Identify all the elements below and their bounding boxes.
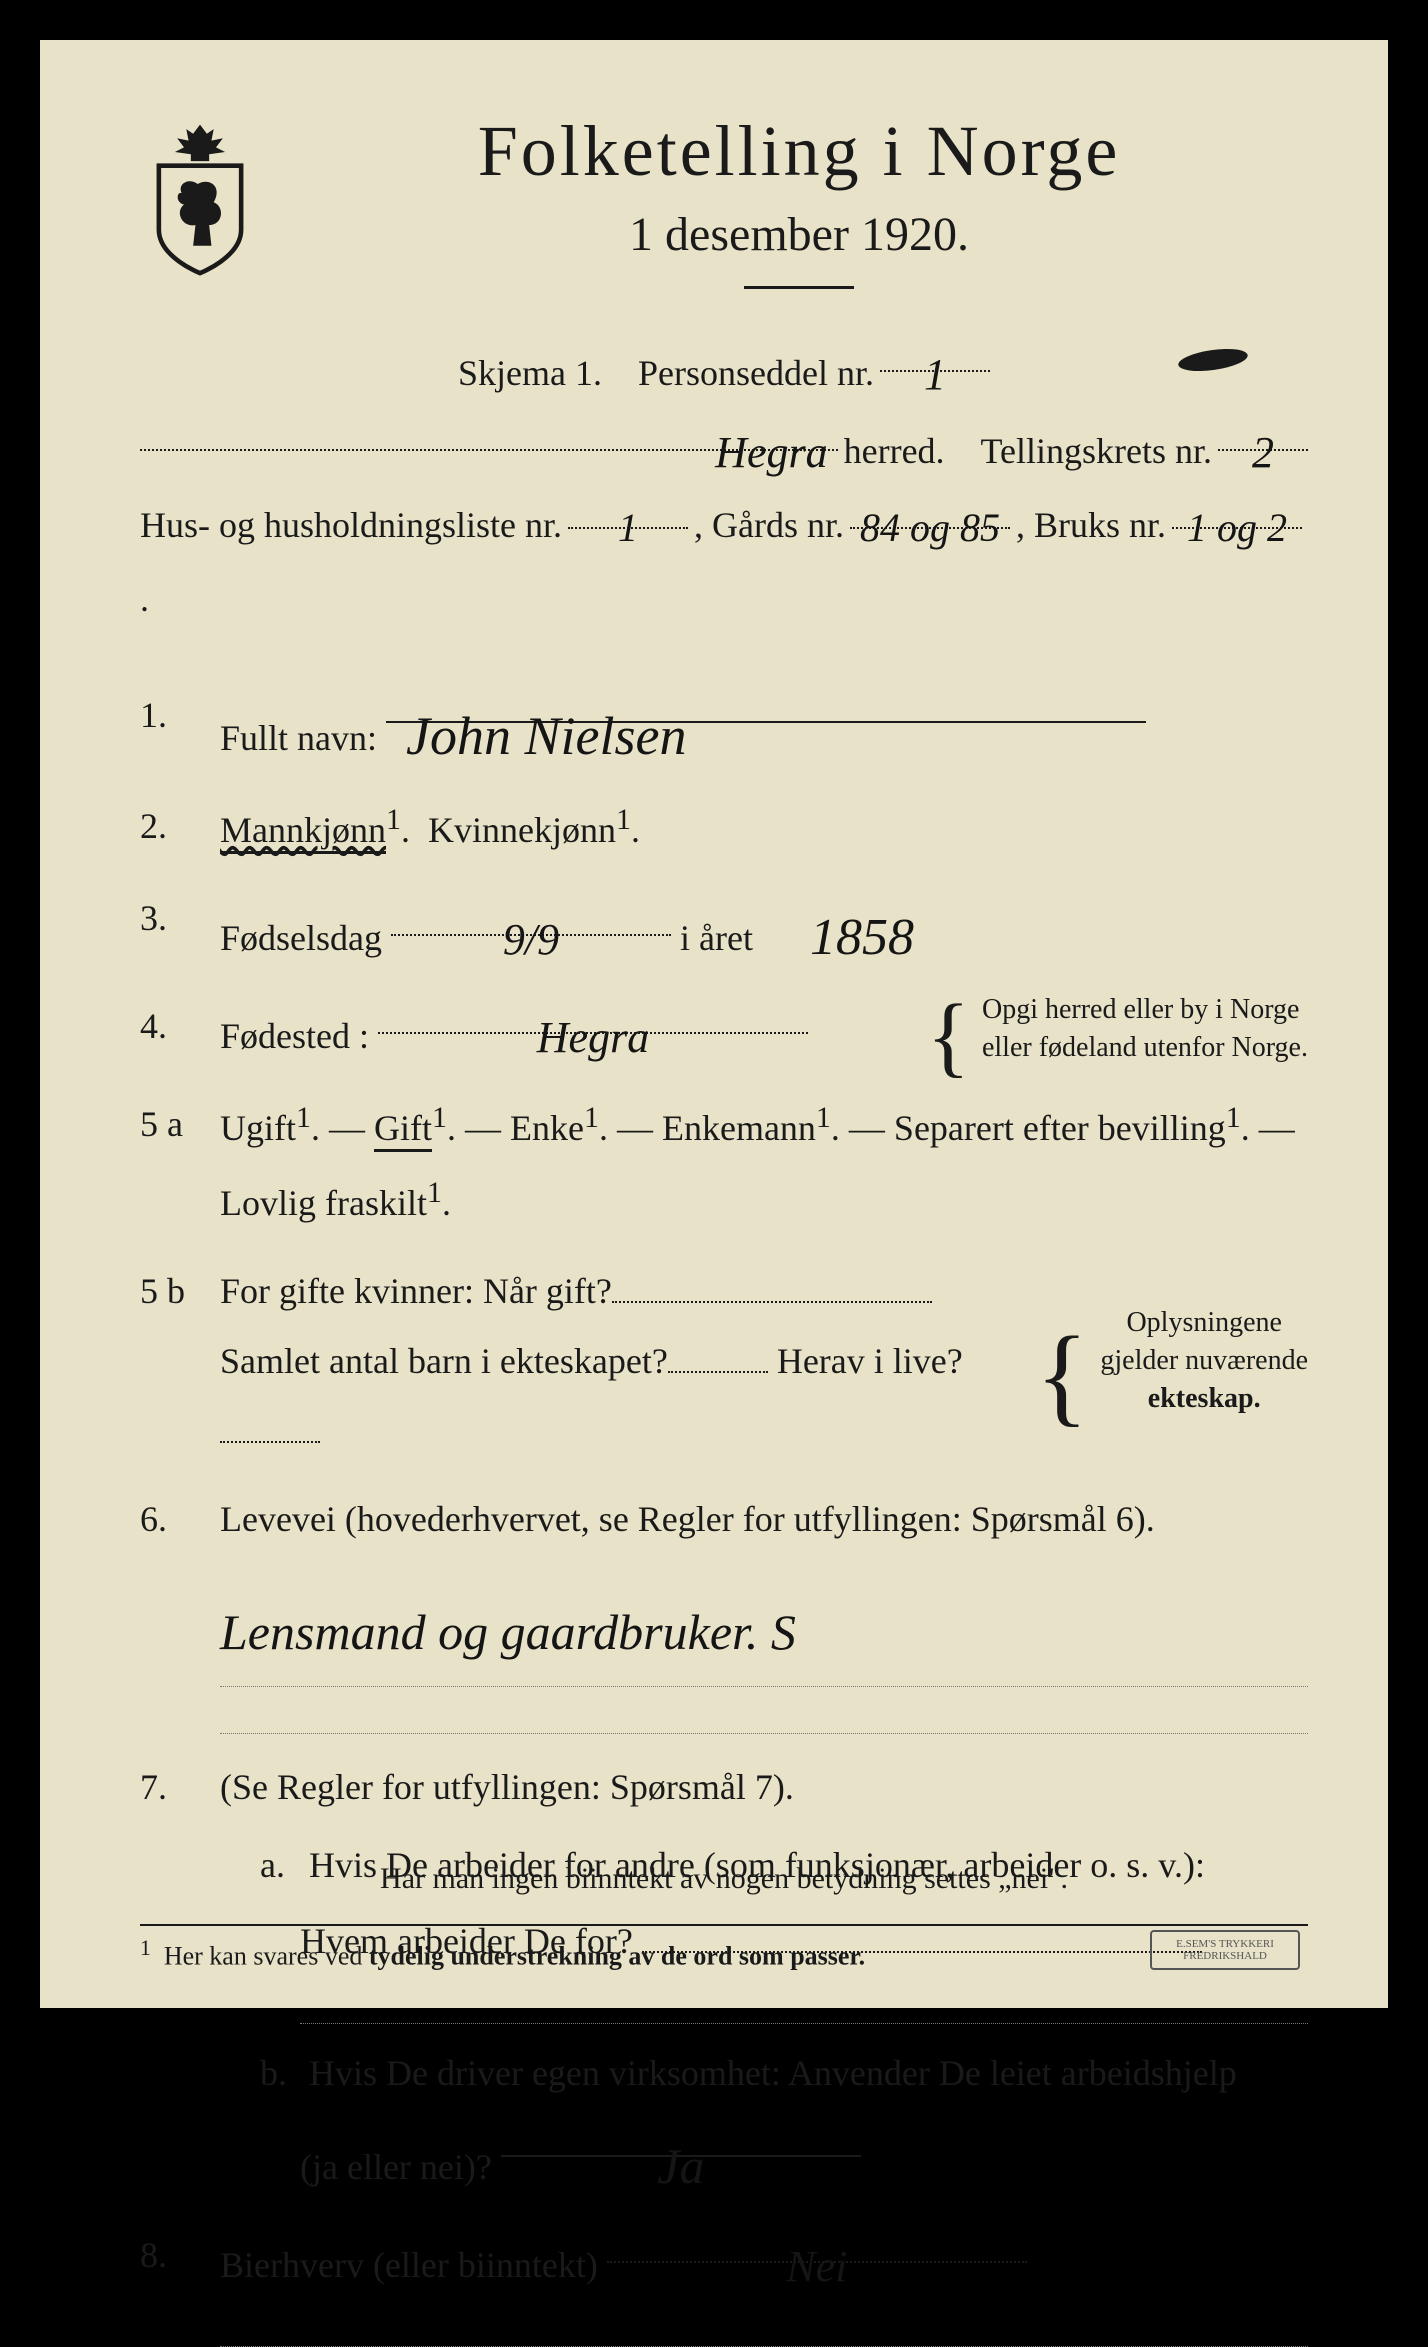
q7-intro: (Se Regler for utfyllingen: Spørsmål 7). (220, 1752, 1308, 1822)
husliste-label: Hus- og husholdningsliste nr. (140, 491, 562, 559)
q5b-sidenote: Oplysningene gjelder nuværende ekteskap. (1100, 1304, 1308, 1417)
q7: 7. (Se Regler for utfyllingen: Spørsmål … (140, 1752, 1308, 2202)
q5b: 5 b For gifte kvinner: Når gift? Samlet … (140, 1256, 1308, 1467)
q2: 2. Mannkjønn1. Kvinnekjønn1. (140, 791, 1308, 865)
q3-mid: i året (680, 918, 753, 958)
q7-b1: Hvis De driver egen virksomhet: Anvender… (309, 2053, 1237, 2093)
q5a-opt3: Enkemann (662, 1108, 816, 1148)
q5b-l1: For gifte kvinner: Når gift? (220, 1271, 612, 1311)
q4-value: Hegra (537, 1013, 649, 1062)
tellingskrets-nr: 2 (1252, 428, 1274, 477)
q5b-l2a: Samlet antal barn i ekteskapet? (220, 1341, 668, 1381)
q8-label: Bierhverv (eller biinntekt) (220, 2245, 598, 2285)
document-page: Folketelling i Norge 1 desember 1920. Sk… (40, 40, 1388, 2008)
footer-hint: Har man ingen biinntekt av nogen betydni… (140, 1862, 1308, 1896)
personseddel-nr: 1 (924, 350, 946, 399)
q5a-opt1: Gift (374, 1108, 432, 1152)
q2-female: Kvinnekjønn (428, 810, 616, 850)
q7b-lbl: b. (260, 2038, 300, 2108)
header: Folketelling i Norge 1 desember 1920. (140, 110, 1308, 289)
q6-label: Levevei (hovederhvervet, se Regler for u… (220, 1484, 1308, 1554)
q3-num: 3. (140, 883, 198, 973)
q7-num: 7. (140, 1752, 198, 2202)
q4-num: 4. (140, 991, 198, 1071)
q4-label: Fødested : (220, 1016, 369, 1056)
q5b-num: 5 b (140, 1256, 198, 1467)
bruks-label: , Bruks nr. (1016, 491, 1166, 559)
q7-b-value: Ja (657, 2138, 704, 2194)
q5a-opt4: Separert efter bevilling (894, 1108, 1226, 1148)
q2-male: Mannkjønn (220, 810, 386, 854)
q1-num: 1. (140, 680, 198, 773)
q1-label: Fullt navn: (220, 718, 377, 758)
q5a-opt5: Lovlig fraskilt (220, 1183, 427, 1223)
q8-value: Nei (786, 2242, 847, 2291)
coat-of-arms-icon (140, 120, 260, 280)
q6-num: 6. (140, 1484, 198, 1734)
q3: 3. Fødselsdag 9/9 i året 1858 (140, 883, 1308, 973)
q3-label: Fødselsdag (220, 918, 382, 958)
gards-nr: 84 og 85 (860, 505, 1000, 550)
gards-label: , Gårds nr. (694, 491, 844, 559)
printer-stamp: E.SEM'S TRYKKERI FREDRIKSHALD (1150, 1930, 1300, 1970)
q4: 4. Fødested : Hegra { Opgi herred eller … (140, 991, 1308, 1071)
rule (220, 1733, 1308, 1734)
q3-day: 9/9 (503, 915, 559, 964)
bruks-nr: 1 og 2 (1187, 505, 1287, 550)
page-title: Folketelling i Norge (290, 110, 1308, 193)
footer-rule (140, 1924, 1308, 1926)
q5a-opt2: Enke (510, 1108, 584, 1148)
tellingskrets-label: Tellingskrets nr. (981, 417, 1212, 485)
q1-value: John Nielsen (406, 706, 686, 766)
rule (220, 1686, 1308, 1687)
q5a: 5 a Ugift1. — Gift1. — Enke1. — Enkemann… (140, 1089, 1308, 1237)
footer: Har man ingen biinntekt av nogen betydni… (140, 1862, 1308, 1972)
q5a-opt0: Ugift (220, 1108, 296, 1148)
q8: 8. Bierhverv (eller biinntekt) Nei (140, 2220, 1308, 2347)
page-subtitle: 1 desember 1920. (290, 207, 1308, 262)
q5b-l2b: Herav i live? (777, 1341, 963, 1381)
brace-icon: { (927, 1001, 970, 1073)
q1: 1. Fullt navn: John Nielsen (140, 680, 1308, 773)
q5a-num: 5 a (140, 1089, 198, 1237)
husliste-nr: 1 (618, 505, 638, 550)
q4-sidenote: Opgi herred eller by i Norge eller fødel… (982, 991, 1308, 1067)
skjema-label: Skjema 1. (458, 339, 602, 407)
title-rule (744, 286, 854, 289)
personseddel-label: Personseddel nr. (638, 339, 874, 407)
form-body: 1. Fullt navn: John Nielsen 2. Mannkjønn… (140, 680, 1308, 2347)
q3-year: 1858 (810, 909, 914, 966)
q6: 6. Levevei (hovederhvervet, se Regler fo… (140, 1484, 1308, 1734)
q7-b2: (ja eller nei)? (300, 2147, 492, 2187)
brace-icon: { (1036, 1331, 1089, 1419)
form-meta: Skjema 1. Personseddel nr. 1 Hegra herre… (140, 329, 1308, 634)
herred-label: herred. (844, 417, 945, 485)
q6-value: Lensmand og gaardbruker. S (220, 1604, 796, 1660)
herred-value: Hegra (715, 428, 827, 477)
rule (300, 2023, 1308, 2024)
title-block: Folketelling i Norge 1 desember 1920. (290, 110, 1308, 289)
q2-num: 2. (140, 791, 198, 865)
q8-num: 8. (140, 2220, 198, 2347)
